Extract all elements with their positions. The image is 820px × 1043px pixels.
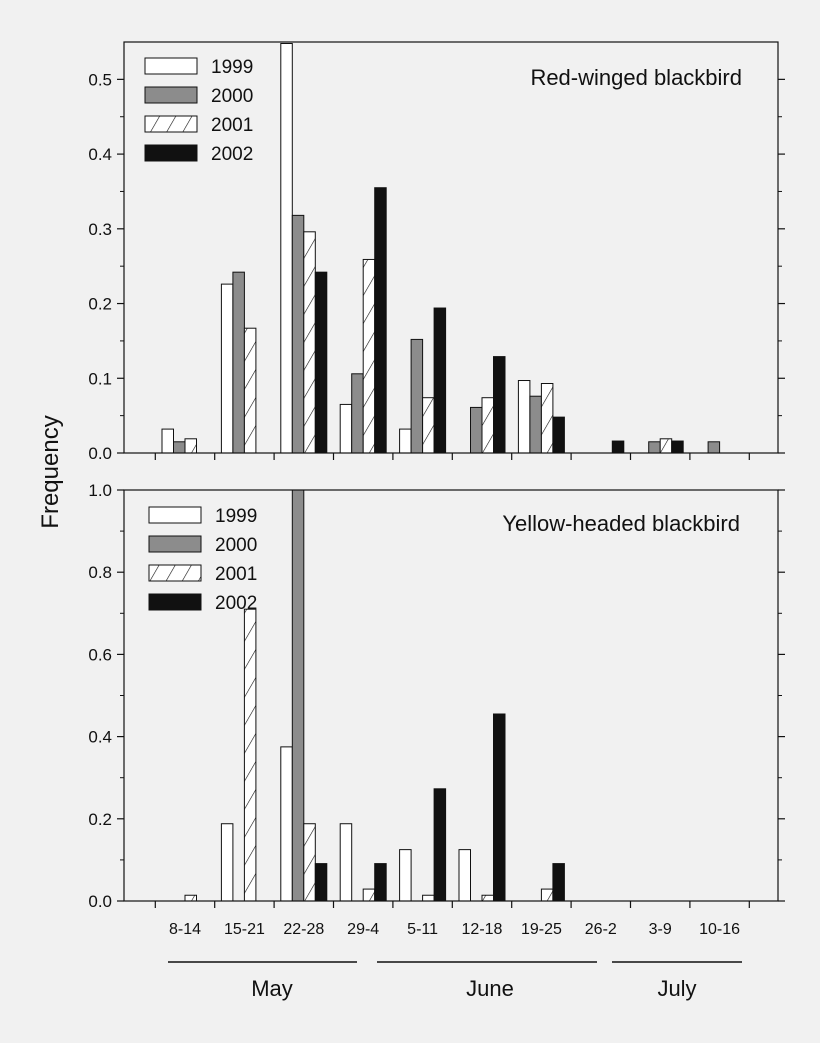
legend-label-2000: 2000 (211, 86, 253, 107)
x-tick-label: 12-18 (462, 921, 503, 938)
chart-panel-2: 0.0 0.2 0.4 0.6 0.8 1.0 8-14 15-21 22-28 29-4 5-11… (88, 481, 785, 938)
plot-frame (123, 41, 779, 454)
y-tick-label: 0.3 (88, 220, 112, 239)
bar-1999-22-28 (280, 42, 293, 454)
y-axis-label: Frequency (37, 415, 64, 528)
legend-swatch-2001 (144, 115, 198, 133)
bar-1999-12-18 (458, 849, 471, 902)
month-label-june: June (466, 976, 514, 1001)
bar-2002-19-25 (552, 863, 565, 902)
legend-swatch-1999 (144, 57, 198, 75)
month-label-may: May (251, 976, 293, 1001)
bar-2000-12-18 (470, 406, 483, 454)
bar-1999-5-11 (399, 849, 412, 902)
legend-swatch-2001 (148, 564, 202, 582)
x-tick-label: 5-11 (407, 921, 438, 938)
bar-2001-19-25 (540, 383, 554, 454)
y-tick-label: 0.2 (88, 295, 112, 314)
legend-label-1999: 1999 (211, 57, 253, 78)
bar-1999-29-4 (339, 403, 353, 454)
y-tick-label: 1.0 (88, 481, 112, 500)
legend-label-1999: 1999 (215, 506, 257, 527)
bar-2002-29-4 (374, 863, 387, 902)
x-tick-label: 8-14 (169, 921, 201, 938)
legend-swatch-2002 (148, 593, 202, 611)
bar-2002-29-4 (374, 187, 387, 454)
legend-label-2002: 2002 (215, 593, 257, 614)
bar-2002-12-18 (493, 356, 506, 454)
bar-1999-29-4 (339, 823, 353, 902)
bar-2001-29-4 (362, 258, 376, 454)
legend-label-2002: 2002 (211, 144, 253, 165)
bar-1999-8-14 (161, 428, 174, 454)
panel-title: Red-winged blackbird (530, 65, 742, 90)
chart-panel-1: 0.0 0.1 0.2 0.3 0.4 0.5 Red-winged blackbird 19… (88, 41, 785, 463)
bar-2000-19-25 (529, 395, 542, 454)
x-tick-label: 26-2 (585, 921, 617, 938)
bar-2001-19-25 (540, 888, 554, 902)
legend: 1999 2000 2001 2002 (148, 506, 257, 614)
bar-2002-5-11 (433, 307, 447, 454)
bar-2000-8-14 (173, 441, 186, 454)
bar-2002-12-18 (493, 713, 506, 902)
y-tick-label: 0.0 (88, 444, 112, 463)
bar-2000-10-16 (707, 441, 721, 454)
x-tick-label: 10-16 (699, 921, 740, 938)
month-label-july: July (657, 976, 696, 1001)
bar-2002-5-11 (433, 788, 447, 902)
bar-2001-29-4 (362, 888, 376, 902)
legend: 1999 2000 2001 2002 (144, 57, 253, 165)
bar-2001-15-21 (243, 327, 257, 454)
bar-2000-3-9 (648, 441, 661, 454)
legend-label-2001: 2001 (211, 115, 253, 136)
bar-2001-22-28 (303, 823, 316, 902)
y-tick-label: 0.5 (88, 70, 112, 89)
y-tick-label: 0.0 (88, 892, 112, 911)
bar-2002-22-28 (314, 863, 328, 902)
legend-label-2000: 2000 (215, 535, 257, 556)
bar-2002-26-2 (611, 440, 625, 454)
y-tick-label: 0.1 (88, 369, 112, 388)
y-tick-label: 0.4 (88, 728, 112, 747)
bar-2001-8-14 (184, 894, 197, 902)
month-axis: May June July (168, 961, 742, 1001)
legend-swatch-2000 (144, 86, 198, 104)
bar-2002-22-28 (314, 271, 328, 454)
bar-1999-15-21 (220, 823, 234, 902)
bar-1999-5-11 (399, 428, 412, 454)
x-tick-label: 29-4 (347, 921, 379, 938)
bar-2002-3-9 (671, 440, 684, 454)
bar-2000-22-28 (291, 214, 305, 454)
bar-2000-22-28 (291, 489, 305, 902)
bar-2001-5-11 (422, 397, 435, 454)
bar-2001-5-11 (422, 894, 435, 902)
x-tick-label: 3-9 (649, 921, 672, 938)
bar-2001-3-9 (659, 438, 673, 454)
bar-2000-15-21 (232, 271, 245, 454)
bar-1999-22-28 (280, 746, 293, 902)
bar-1999-15-21 (220, 283, 234, 454)
y-tick-label: 0.8 (88, 563, 112, 582)
panel-title: Yellow-headed blackbird (502, 511, 740, 536)
bar-2001-8-14 (184, 438, 197, 454)
legend-swatch-2000 (148, 535, 202, 553)
y-tick-label: 0.6 (88, 645, 112, 664)
legend-label-2001: 2001 (215, 564, 257, 585)
x-tick-label: 22-28 (283, 921, 324, 938)
bar-2002-19-25 (552, 416, 565, 454)
bar-2001-12-18 (481, 397, 494, 454)
bar-2000-29-4 (351, 373, 364, 454)
x-tick-label: 15-21 (224, 921, 265, 938)
bar-2001-22-28 (303, 231, 316, 454)
bar-2001-15-21 (243, 608, 257, 902)
y-tick-label: 0.2 (88, 810, 112, 829)
legend-swatch-1999 (148, 506, 202, 524)
y-tick-label: 0.4 (88, 145, 112, 164)
x-tick-label: 19-25 (521, 921, 562, 938)
bar-2000-5-11 (410, 338, 424, 454)
legend-swatch-2002 (144, 144, 198, 162)
bar-1999-19-25 (517, 380, 531, 454)
bar-2001-12-18 (481, 894, 494, 902)
